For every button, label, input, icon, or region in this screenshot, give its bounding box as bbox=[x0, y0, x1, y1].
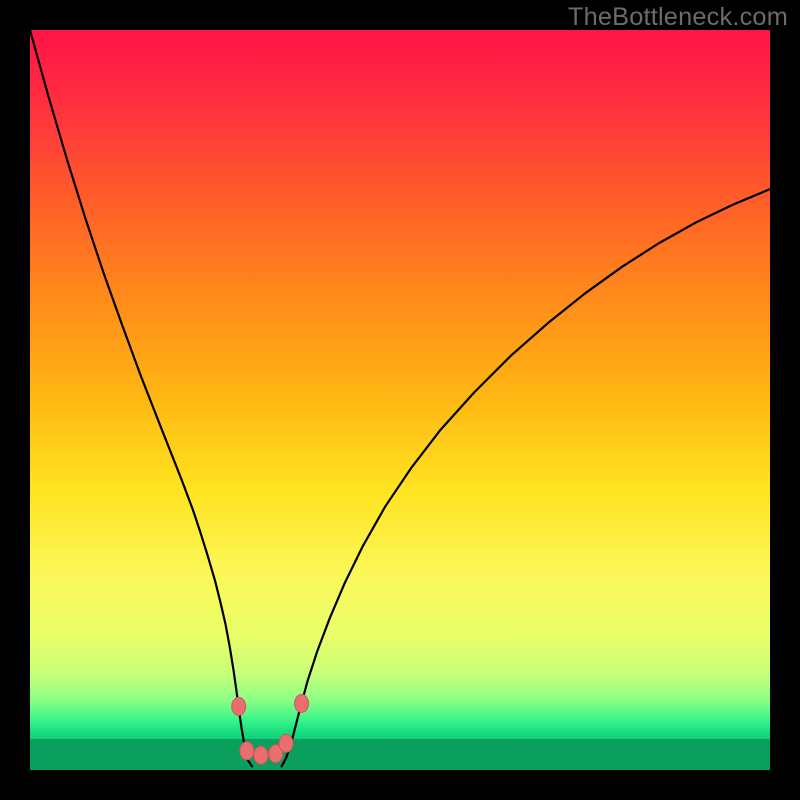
marker-point bbox=[295, 694, 309, 712]
marker-point bbox=[232, 697, 246, 715]
bottom-band bbox=[30, 739, 770, 770]
gradient-background bbox=[30, 30, 770, 770]
marker-point bbox=[240, 742, 254, 760]
chart-stage: TheBottleneck.com bbox=[0, 0, 800, 800]
marker-point bbox=[279, 734, 293, 752]
plot-area bbox=[30, 30, 770, 770]
marker-point bbox=[254, 746, 268, 764]
plot-svg bbox=[30, 30, 770, 770]
watermark-text: TheBottleneck.com bbox=[568, 3, 788, 32]
